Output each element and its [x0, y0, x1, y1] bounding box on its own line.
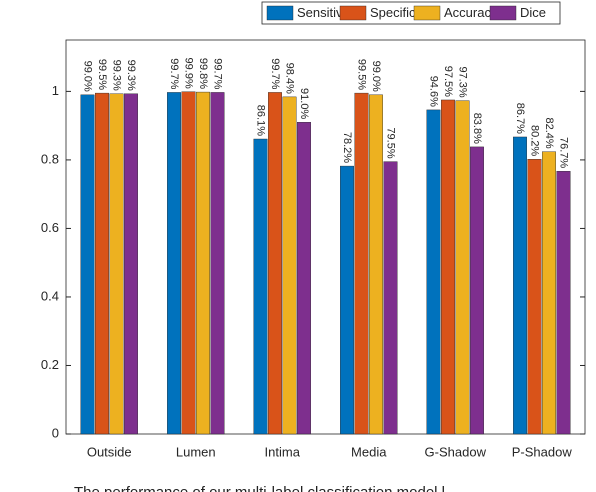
x-tick-label: P-Shadow — [512, 444, 573, 459]
bar — [441, 99, 455, 435]
value-label: 86.7% — [514, 103, 526, 134]
value-label: 98.4% — [284, 63, 296, 94]
legend-swatch — [266, 5, 294, 21]
value-label: 78.2% — [341, 132, 353, 163]
bar — [109, 93, 124, 435]
bar — [167, 92, 181, 435]
value-label: 99.7% — [212, 58, 224, 89]
bar — [426, 109, 441, 435]
value-label: 97.3% — [457, 66, 469, 97]
legend — [261, 1, 561, 25]
value-label: 99.0% — [82, 61, 94, 92]
bar — [556, 171, 571, 435]
bar — [297, 122, 311, 435]
x-tick-label: G-Shadow — [425, 444, 487, 459]
y-tick-label: 0 — [52, 425, 59, 440]
caption: The performance of our multi-label class… — [74, 484, 445, 492]
value-label: 97.5% — [442, 66, 454, 97]
bar — [95, 92, 109, 435]
value-label: 99.3% — [111, 60, 123, 91]
x-tick-label: Intima — [265, 444, 301, 459]
value-label: 94.6% — [428, 76, 440, 107]
value-label: 99.8% — [197, 58, 209, 89]
legend-label: Accuracy — [444, 5, 498, 20]
y-tick-label: 0.4 — [41, 288, 59, 303]
bar — [282, 96, 297, 435]
value-label: 99.7% — [269, 58, 281, 89]
bar — [124, 93, 138, 435]
bar — [542, 151, 556, 435]
value-label: 80.2% — [529, 125, 541, 156]
legend-swatch — [339, 5, 367, 21]
value-label: 99.3% — [125, 60, 137, 91]
bar — [354, 92, 369, 435]
value-label: 83.8% — [471, 113, 483, 144]
bar — [455, 100, 470, 435]
bar — [383, 161, 398, 435]
bar — [470, 146, 484, 435]
bar — [369, 94, 383, 435]
bar — [253, 138, 268, 435]
y-tick-label: 0.2 — [41, 357, 59, 372]
value-label: 99.5% — [96, 59, 108, 90]
value-label: 99.5% — [356, 59, 368, 90]
bar — [210, 92, 225, 435]
value-label: 99.7% — [168, 58, 180, 89]
value-label: 99.0% — [370, 61, 382, 92]
bar — [513, 136, 527, 435]
bar — [268, 92, 282, 435]
y-tick-label: 0.6 — [41, 220, 59, 235]
bar — [196, 91, 210, 435]
legend-swatch — [489, 5, 517, 21]
y-tick-label: 1 — [52, 83, 59, 98]
bar — [80, 94, 95, 435]
plot-area — [65, 39, 586, 435]
value-label: 86.1% — [255, 105, 267, 136]
y-tick-label: 0.8 — [41, 151, 59, 166]
bar — [527, 159, 542, 435]
value-label: 79.5% — [385, 127, 397, 158]
bar — [340, 165, 354, 435]
legend-label: Dice — [520, 5, 546, 20]
x-tick-label: Outside — [87, 444, 132, 459]
x-tick-label: Lumen — [176, 444, 216, 459]
value-label: 91.0% — [298, 88, 310, 119]
value-label: 76.7% — [558, 137, 570, 168]
x-tick-label: Media — [351, 444, 387, 459]
value-label: 99.9% — [183, 58, 195, 89]
bar — [181, 91, 196, 435]
value-label: 82.4% — [543, 117, 555, 148]
legend-swatch — [413, 5, 441, 21]
